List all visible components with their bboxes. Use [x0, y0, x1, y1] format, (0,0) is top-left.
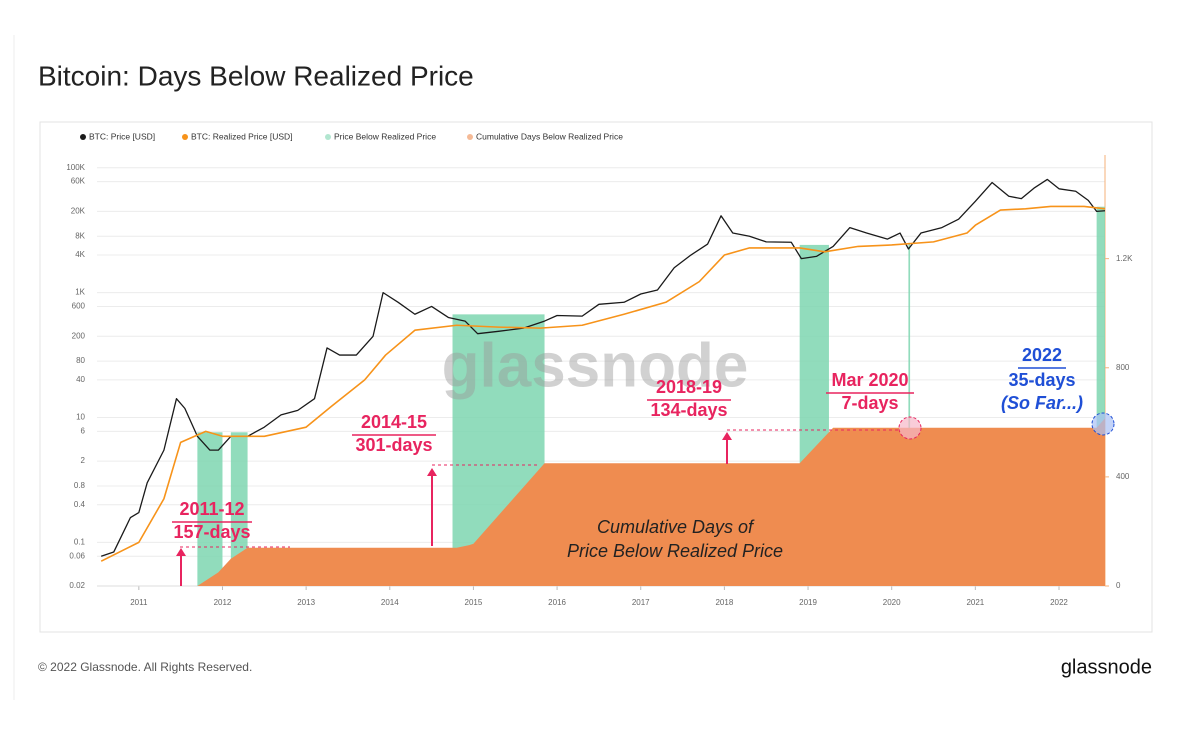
- y-tick-label: 2: [81, 456, 86, 465]
- annotation: 157-days: [173, 522, 250, 542]
- series-line: [100, 205, 1106, 562]
- y-tick-label: 60K: [71, 177, 86, 186]
- y2-tick-label: 800: [1116, 363, 1130, 372]
- highlight-circle: [898, 416, 922, 440]
- legend-item: Price Below Realized Price: [325, 131, 436, 141]
- annotation: 2011-12: [179, 499, 244, 519]
- x-tick-label: 2020: [883, 598, 901, 607]
- arrow-head: [427, 468, 437, 476]
- y2-tick-label: 400: [1116, 472, 1130, 481]
- y-tick-label: 4K: [75, 250, 85, 259]
- x-tick-label: 2015: [465, 598, 483, 607]
- y-tick-label: 200: [72, 331, 86, 340]
- x-tick-label: 2011: [130, 598, 148, 607]
- x-tick-label: 2022: [1050, 598, 1068, 607]
- annotation: 2022: [1022, 345, 1062, 365]
- y2-tick-label: 1.2K: [1116, 254, 1133, 263]
- x-tick-label: 2016: [548, 598, 566, 607]
- y-tick-label: 0.8: [74, 481, 86, 490]
- x-tick-label: 2013: [297, 598, 315, 607]
- y-tick-label: 40: [76, 375, 85, 384]
- shaded-period: [908, 242, 911, 587]
- y-tick-label: 1K: [75, 288, 85, 297]
- plot-area: 0.02 0.06 0.1 0.4 0.8 2 6 10 40 80 200 600 1K 4K 8K 20K…: [66, 131, 1133, 607]
- y-tick-label: 0.1: [74, 537, 86, 546]
- annotation: 2014-15: [361, 412, 427, 432]
- y-tick-label: 0.4: [74, 500, 86, 509]
- shaded-period: [230, 432, 248, 586]
- x-tick-label: 2017: [632, 598, 650, 607]
- y-tick-label: 0.02: [69, 581, 85, 590]
- legend-label: Cumulative Days Below Realized Price: [476, 131, 623, 141]
- annotation: 7-days: [841, 393, 898, 413]
- legend-item: BTC: Price [USD]: [80, 131, 155, 141]
- y-tick-label: 600: [72, 302, 86, 311]
- annotation: 301-days: [355, 435, 432, 455]
- legend-swatch: [80, 134, 86, 140]
- y-tick-label: 8K: [75, 231, 85, 240]
- legend-label: BTC: Price [USD]: [89, 131, 155, 141]
- legend-swatch: [325, 134, 331, 140]
- legend-swatch: [182, 134, 188, 140]
- y-tick-label: 6: [81, 426, 86, 435]
- x-tick-label: 2021: [966, 598, 984, 607]
- annotation: 35-days: [1008, 370, 1075, 390]
- x-tick-label: 2018: [715, 598, 733, 607]
- legend-label: Price Below Realized Price: [334, 131, 436, 141]
- highlight-circle: [1091, 412, 1115, 436]
- legend-swatch: [467, 134, 473, 140]
- annotation: 134-days: [650, 400, 727, 420]
- area-note: Price Below Realized Price: [567, 541, 783, 561]
- y-tick-label: 80: [76, 356, 85, 365]
- legend-label: BTC: Realized Price [USD]: [191, 131, 293, 141]
- legend-item: BTC: Realized Price [USD]: [182, 131, 293, 141]
- arrow-head: [176, 548, 186, 556]
- watermark: glassnode: [442, 331, 749, 400]
- chart-title: Bitcoin: Days Below Realized Price: [38, 60, 474, 91]
- y2-tick-label: 0: [1116, 581, 1121, 590]
- y-tick-label: 100K: [66, 163, 85, 172]
- shaded-period: [1096, 206, 1105, 586]
- footer-logo: glassnode: [1061, 656, 1152, 678]
- footer-copyright: © 2022 Glassnode. All Rights Reserved.: [38, 660, 252, 674]
- shaded-period: [197, 432, 223, 586]
- arrow-head: [722, 432, 732, 440]
- legend-item: Cumulative Days Below Realized Price: [467, 131, 623, 141]
- x-tick-label: 2019: [799, 598, 817, 607]
- annotations: 2011-12 157-days 2014-15 301-days 2018-1…: [172, 345, 1115, 586]
- x-tick-label: 2014: [381, 598, 399, 607]
- area-note: Cumulative Days of: [597, 517, 755, 537]
- y-tick-label: 0.06: [69, 551, 85, 560]
- y-tick-label: 20K: [71, 206, 86, 215]
- annotation: 2018-19: [656, 377, 722, 397]
- annotation: (So Far...): [1001, 393, 1083, 413]
- y-tick-label: 10: [76, 413, 85, 422]
- x-tick-label: 2012: [214, 598, 232, 607]
- annotation: Mar 2020: [831, 370, 908, 390]
- cumulative-area: [197, 418, 1106, 586]
